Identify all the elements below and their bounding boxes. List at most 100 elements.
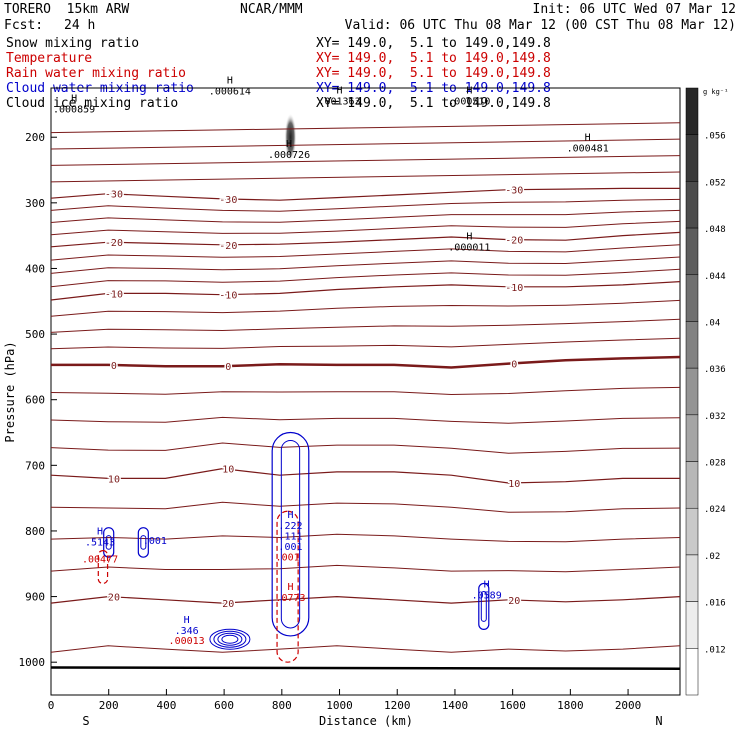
temperature-isotherm bbox=[50, 198, 681, 212]
temperature-isotherm bbox=[50, 244, 681, 261]
y-axis-title: Pressure (hPa) bbox=[3, 341, 17, 442]
colorbar-label: .028 bbox=[704, 459, 726, 469]
temperature-isotherm bbox=[50, 337, 681, 350]
y-tick-label: 900 bbox=[25, 591, 45, 604]
temperature-isotherm bbox=[50, 138, 681, 150]
contour-value-label: .001 bbox=[143, 536, 167, 547]
legend-cloud-ice-xy: XY= 149.0, 5.1 to 149.0,149.8 bbox=[316, 96, 551, 111]
colorbar-segment bbox=[685, 507, 699, 556]
x-tick-label: 1400 bbox=[442, 699, 469, 712]
cloud-water-contour bbox=[103, 527, 115, 558]
y-tick-label: 200 bbox=[25, 131, 45, 144]
legend-cloud-water-xy: XY= 149.0, 5.1 to 149.0,149.8 bbox=[316, 81, 551, 96]
center-label: NCAR/MMM bbox=[240, 2, 303, 17]
extremum-value: .000011 bbox=[448, 243, 490, 254]
extremum-marker: H bbox=[484, 580, 490, 591]
y-tick-label: 600 bbox=[25, 394, 45, 407]
extremum-value: .222 bbox=[278, 521, 302, 532]
colorbar-label: .044 bbox=[704, 272, 726, 282]
colorbar-segment bbox=[685, 461, 699, 509]
legend-temp-xy: XY= 149.0, 5.1 to 149.0,149.8 bbox=[316, 51, 551, 66]
cloud-water-contour bbox=[478, 582, 490, 630]
temperature-label: -20 bbox=[505, 236, 523, 247]
temperature-contour-20 bbox=[50, 595, 681, 604]
forecast-value: 24 h bbox=[64, 18, 96, 33]
colorbar-label: .032 bbox=[704, 412, 726, 422]
temperature-isotherm bbox=[50, 416, 681, 424]
x-tick-label: 600 bbox=[214, 699, 234, 712]
temperature-contour--30 bbox=[50, 187, 680, 201]
extremum-marker: H bbox=[227, 76, 233, 87]
extremum-value: .111 bbox=[278, 531, 302, 542]
temperature-isotherm bbox=[50, 268, 681, 288]
colorbar-segment bbox=[685, 414, 699, 462]
temperature-isotherm bbox=[50, 645, 681, 653]
surface-line bbox=[50, 666, 681, 671]
y-tick-label: 700 bbox=[25, 459, 45, 472]
extremum-marker: H bbox=[97, 526, 103, 537]
colorbar-label: .048 bbox=[704, 225, 726, 235]
cloud-water-contour bbox=[105, 535, 112, 550]
colorbar-label: .036 bbox=[704, 365, 726, 375]
temperature-label: -20 bbox=[219, 241, 237, 252]
colorbar-segment bbox=[685, 321, 699, 369]
colorbar-label: .012 bbox=[704, 645, 726, 655]
extremum-value: .000481 bbox=[567, 144, 609, 155]
temperature-label: 10 bbox=[222, 465, 234, 476]
colorbar-segment bbox=[685, 601, 699, 649]
y-tick-label: 400 bbox=[25, 262, 45, 275]
temperature-isotherm bbox=[50, 209, 681, 223]
x-tick-label: 2000 bbox=[615, 699, 642, 712]
temperature-label: 20 bbox=[108, 593, 120, 604]
extremum-value: .0589 bbox=[472, 591, 502, 602]
colorbar-segment bbox=[685, 134, 699, 182]
extremum-marker: H bbox=[184, 615, 190, 626]
temperature-isotherm bbox=[50, 442, 681, 454]
temperature-contour--20 bbox=[50, 231, 681, 248]
temperature-isotherm bbox=[50, 171, 681, 183]
legend-cloud-ice-name: Cloud ice mixing ratio bbox=[6, 96, 179, 111]
temperature-label: -30 bbox=[219, 195, 237, 206]
colorbar-segment bbox=[685, 274, 699, 322]
extremum-value: .00013 bbox=[169, 636, 205, 647]
x-tick-label: 1000 bbox=[326, 699, 353, 712]
x-axis-right-end: N bbox=[655, 714, 662, 728]
y-tick-label: 500 bbox=[25, 328, 45, 341]
extremum-marker: H bbox=[466, 232, 472, 243]
x-tick-label: 1600 bbox=[499, 699, 526, 712]
colorbar-units: g kg⁻¹ bbox=[703, 88, 728, 96]
extremum-marker: H bbox=[287, 510, 293, 521]
extremum-value: .5143 bbox=[85, 537, 115, 548]
colorbar-label: .052 bbox=[704, 178, 726, 188]
temperature-isotherm bbox=[50, 533, 681, 543]
colorbar-segment bbox=[685, 648, 699, 696]
cloud-water-contour bbox=[137, 527, 149, 558]
colorbar-label: .056 bbox=[704, 132, 726, 142]
temperature-label: 0 bbox=[511, 360, 517, 371]
extremum-value: .000726 bbox=[268, 150, 310, 161]
cloud-water-contour bbox=[480, 590, 487, 622]
extremum-marker: H bbox=[286, 139, 292, 150]
temperature-isotherm bbox=[50, 122, 681, 134]
legend-temp-name: Temperature bbox=[6, 51, 93, 66]
extremum-marker: H bbox=[585, 133, 591, 144]
temperature-label: 20 bbox=[508, 596, 520, 607]
y-tick-label: 800 bbox=[25, 525, 45, 538]
cloud-water-contour bbox=[217, 632, 243, 646]
temperature-label: 20 bbox=[222, 599, 234, 610]
x-tick-label: 200 bbox=[99, 699, 119, 712]
x-tick-label: 800 bbox=[272, 699, 292, 712]
y-tick-label: 300 bbox=[25, 197, 45, 210]
colorbar-segment bbox=[685, 181, 699, 229]
rain-contour bbox=[97, 550, 109, 585]
legend-snow-name: Snow mixing ratio bbox=[6, 36, 140, 51]
temperature-label: 10 bbox=[108, 474, 120, 485]
colorbar-label: .016 bbox=[704, 599, 726, 609]
y-tick-label: 1000 bbox=[19, 656, 46, 669]
colorbar-segment bbox=[685, 554, 699, 602]
colorbar-label: .024 bbox=[704, 505, 726, 515]
temperature-isotherm bbox=[50, 155, 681, 166]
x-tick-label: 1200 bbox=[384, 699, 411, 712]
colorbar-segment bbox=[685, 227, 699, 276]
